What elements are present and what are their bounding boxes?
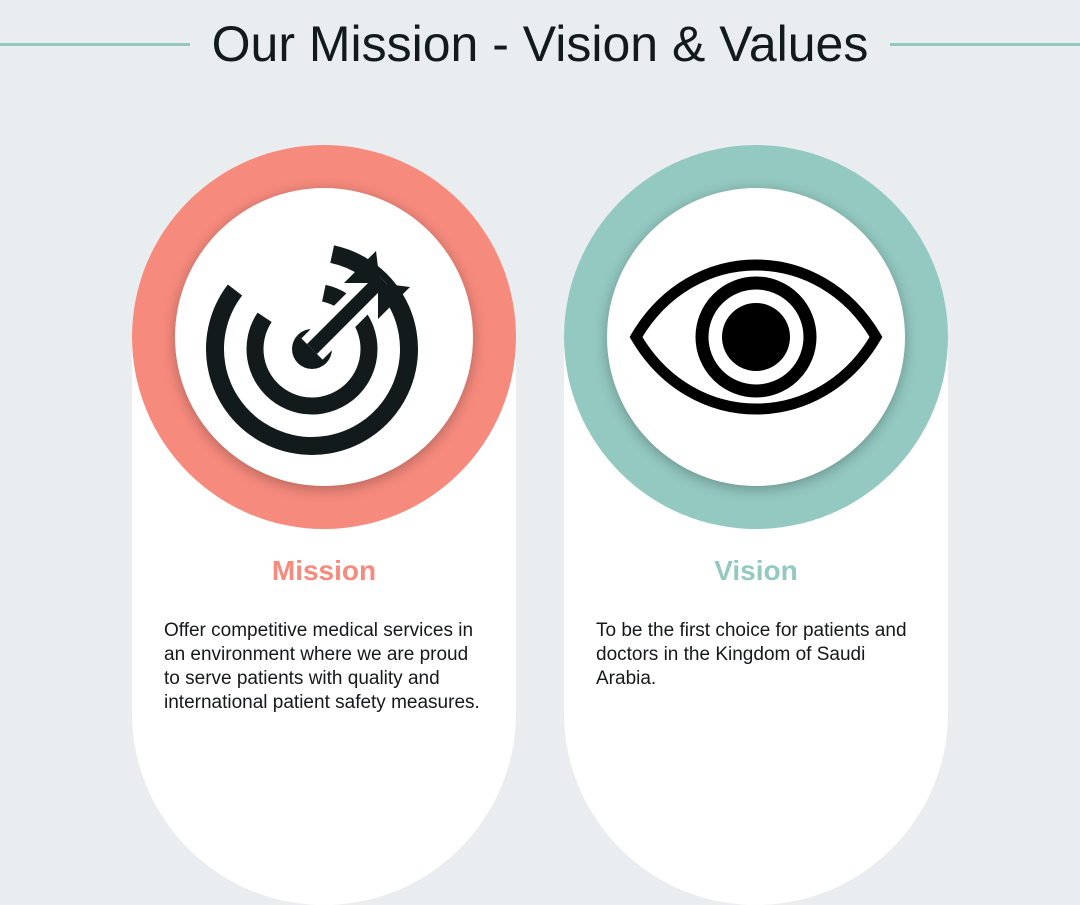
eye-icon (629, 259, 883, 415)
header-rule-left (0, 43, 190, 46)
vision-text: To be the first choice for patients and … (596, 620, 907, 689)
page-title: Our Mission - Vision & Values (211, 16, 869, 72)
vision-title: Vision (714, 555, 798, 586)
vision-card: Vision To be the first choice for patien… (564, 145, 948, 905)
page-header: Our Mission - Vision & Values (0, 0, 1080, 90)
header-rule-right (890, 43, 1080, 46)
vision-icon-circle (607, 188, 905, 486)
mission-icon-circle (175, 188, 473, 486)
target-icon (206, 243, 418, 455)
vision-icon-ring (564, 145, 948, 529)
mission-title: Mission (271, 555, 377, 586)
mission-card: Mission Offer competitive medical servic… (132, 145, 516, 905)
mission-text: Offer competitive medical services in an… (164, 620, 480, 713)
mission-icon-ring (132, 145, 516, 529)
